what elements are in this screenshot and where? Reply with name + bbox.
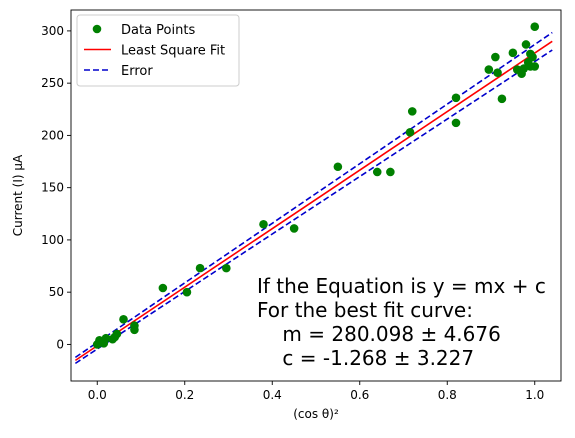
- data-point-26: [498, 95, 507, 104]
- data-point-25: [493, 68, 502, 77]
- data-point-13: [222, 264, 231, 273]
- data-point-9: [130, 325, 139, 334]
- data-point-12: [196, 264, 205, 273]
- y-tick-label: 100: [41, 233, 64, 247]
- y-tick-label: 50: [49, 285, 64, 299]
- data-point-15: [290, 224, 299, 233]
- data-point-17: [373, 168, 382, 177]
- data-point-24: [491, 53, 500, 62]
- data-point-10: [159, 284, 168, 293]
- legend-label: Data Points: [121, 23, 195, 38]
- data-point-36: [530, 62, 539, 71]
- data-point-18: [386, 168, 395, 177]
- data-point-16: [334, 162, 343, 171]
- data-point-21: [452, 93, 461, 102]
- data-point-27: [509, 49, 518, 58]
- data-point-23: [485, 65, 494, 74]
- x-tick-label: 1.0: [525, 388, 544, 402]
- annotation-line-0: If the Equation is y = mx + c: [257, 274, 546, 298]
- data-point-37: [526, 50, 535, 59]
- data-point-7: [119, 315, 128, 324]
- legend: Data Points Least Square Fit Error: [77, 15, 239, 86]
- x-axis-label: (cos θ)²: [293, 407, 339, 421]
- y-tick-label: 300: [41, 24, 64, 38]
- y-axis-label: Current (I) μA: [11, 154, 25, 236]
- y-tick-label: 0: [56, 337, 64, 351]
- data-point-6: [113, 330, 122, 339]
- x-tick-label: 0.0: [88, 388, 107, 402]
- data-point-35: [530, 22, 539, 31]
- data-point-19: [406, 128, 415, 137]
- x-tick-label: 0.2: [175, 388, 194, 402]
- data-point-22: [452, 119, 461, 128]
- legend-marker-points: [93, 25, 102, 34]
- x-tick-label: 0.8: [438, 388, 457, 402]
- legend-label: Least Square Fit: [121, 44, 225, 59]
- data-point-11: [183, 288, 192, 297]
- annotation-line-3: c = -1.268 ± 3.227: [257, 346, 474, 370]
- annotation-line-1: For the best fit curve:: [257, 298, 473, 322]
- y-tick-label: 250: [41, 76, 64, 90]
- data-point-31: [522, 40, 531, 49]
- data-point-20: [408, 107, 417, 116]
- x-tick-label: 0.6: [350, 388, 369, 402]
- legend-label: Error: [121, 64, 153, 79]
- y-tick-label: 150: [41, 181, 64, 195]
- y-tick-label: 200: [41, 128, 64, 142]
- data-point-14: [259, 220, 268, 229]
- annotation-line-2: m = 280.098 ± 4.676: [257, 322, 501, 346]
- x-tick-label: 0.4: [263, 388, 282, 402]
